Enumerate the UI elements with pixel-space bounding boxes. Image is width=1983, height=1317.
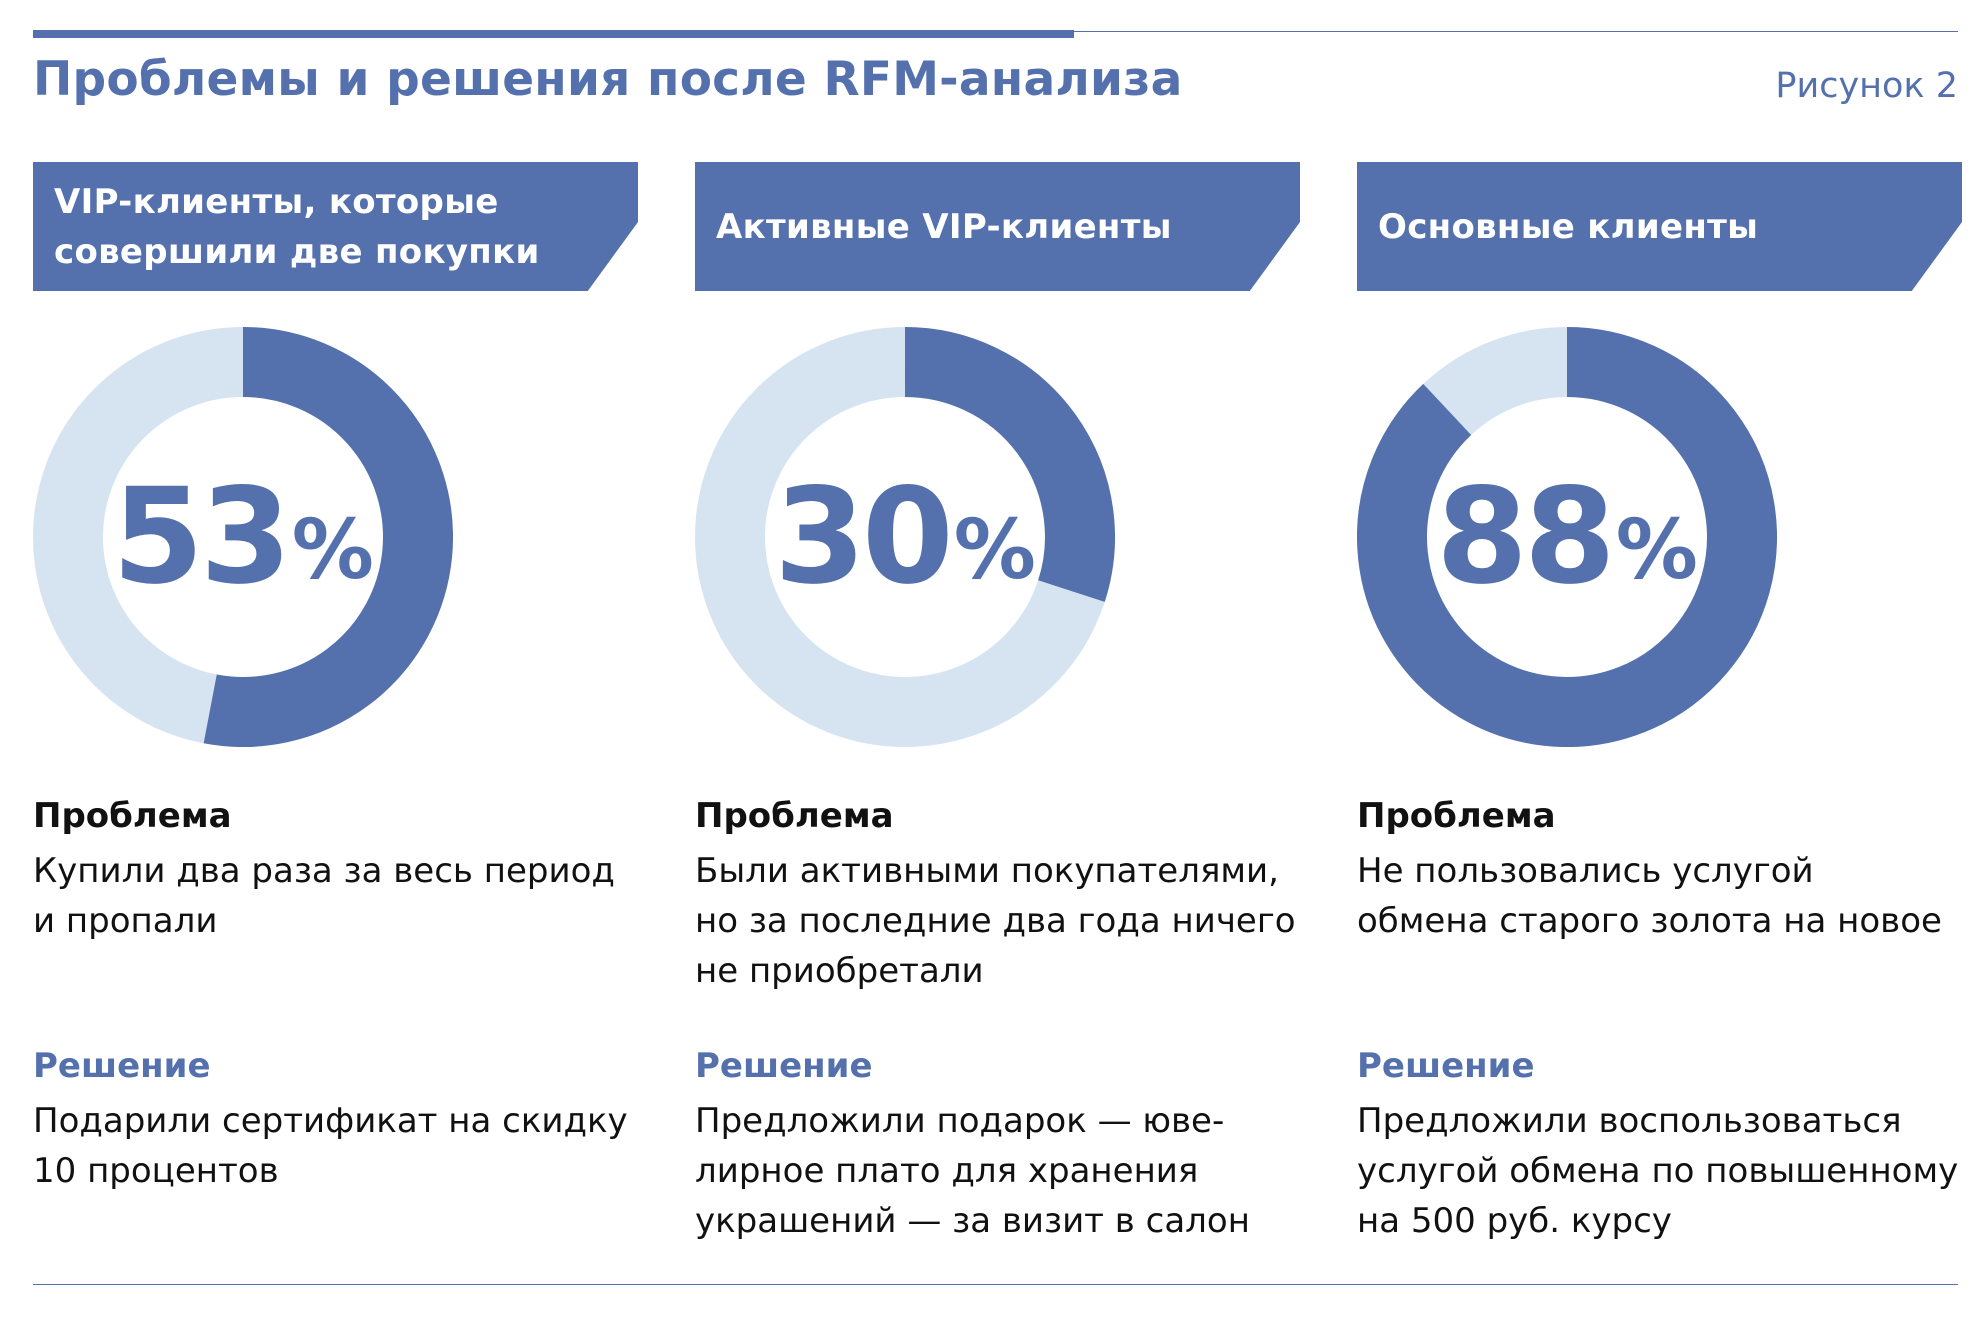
problem-text: Купили два раза за весь период и пропали	[33, 851, 615, 941]
segment-column-main-clients: Основные клиенты 88% Проблема Не пользов…	[1357, 162, 1962, 1262]
segment-banner	[1357, 162, 1962, 291]
donut-value-arc	[1357, 327, 1777, 747]
bottom-rule	[33, 1284, 1958, 1285]
solution-heading: Решение	[33, 1046, 211, 1086]
segment-title: Активные VIP-клиенты	[716, 206, 1172, 247]
donut-center-label: 53%	[33, 327, 453, 747]
donut-chart: 30%	[695, 327, 1115, 747]
figure-label: Рисунок 2	[1775, 66, 1958, 106]
percent-value: 53	[112, 460, 292, 614]
segment-banner	[695, 162, 1300, 291]
donut-value-arc	[904, 327, 1115, 602]
segment-title: Основные клиенты	[1378, 206, 1759, 247]
segment-column-active-vip: Активные VIP-клиенты 30% Проблема Были а…	[695, 162, 1300, 1262]
donut-value-arc	[203, 327, 453, 747]
problem-text: Были активными покупателями, но за после…	[695, 851, 1296, 991]
problem-heading: Проблема	[33, 796, 232, 836]
solution-text: Подарили сертификат на скидку 10 процент…	[33, 1101, 628, 1191]
top-accent-bar	[33, 30, 1074, 38]
problem-heading: Проблема	[1357, 796, 1556, 836]
percent-sign: %	[1615, 503, 1698, 598]
problem-text: Не пользовались услугой обмена старого з…	[1357, 851, 1942, 941]
donut-chart: 53%	[33, 327, 453, 747]
percent-sign: %	[953, 503, 1036, 598]
segment-banner	[33, 162, 638, 291]
solution-heading: Решение	[695, 1046, 873, 1086]
page-title: Проблемы и решения после RFM-анализа	[33, 52, 1183, 107]
donut-center-label: 30%	[695, 327, 1115, 747]
problem-heading: Проблема	[695, 796, 894, 836]
percent-sign: %	[291, 503, 374, 598]
segment-title: VIP-клиенты, которые совершили две покуп…	[54, 181, 540, 272]
percent-value: 88	[1436, 460, 1616, 614]
donut-center-label: 88%	[1357, 327, 1777, 747]
segment-column-vip-two-purchases: VIP-клиенты, которые совершили две покуп…	[33, 162, 638, 1262]
donut-chart: 88%	[1357, 327, 1777, 747]
solution-text: Предложили подарок — юве- лирное плато д…	[695, 1101, 1250, 1241]
solution-text: Предложили воспользоваться услугой обмен…	[1357, 1101, 1959, 1241]
solution-heading: Решение	[1357, 1046, 1535, 1086]
percent-value: 30	[774, 460, 954, 614]
